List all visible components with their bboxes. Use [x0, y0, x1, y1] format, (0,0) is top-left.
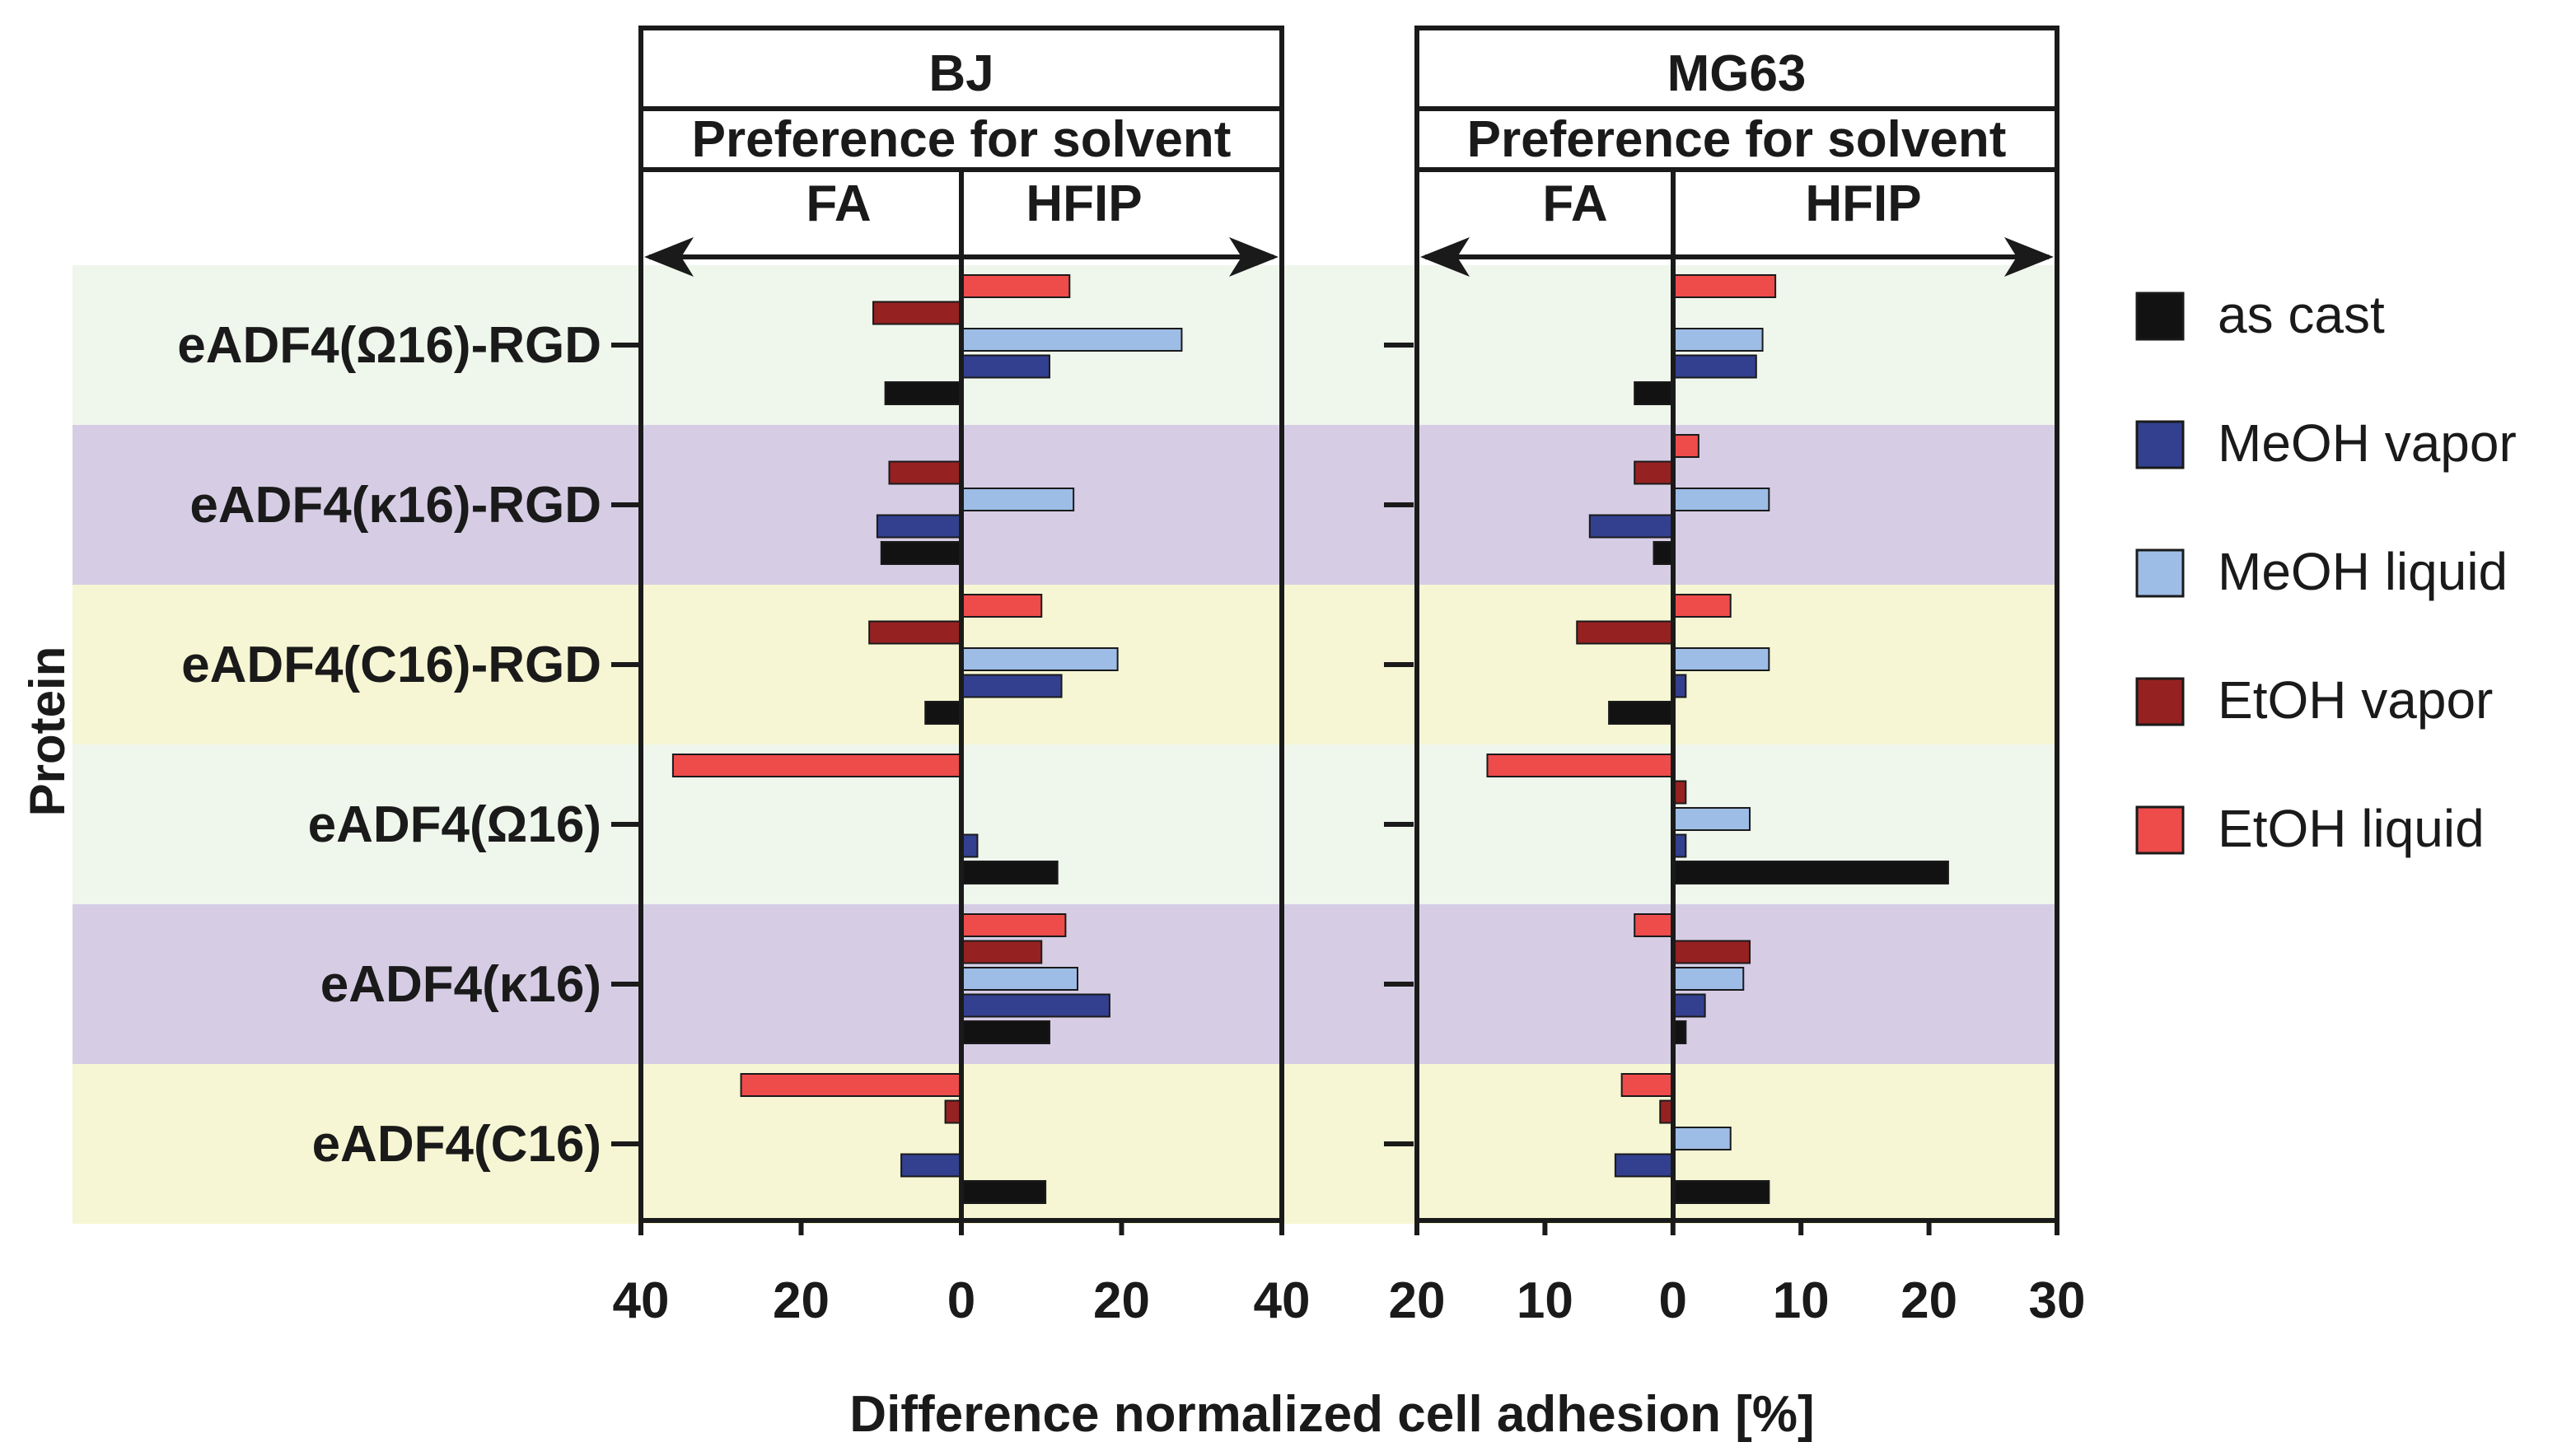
- bar-bj-eadf4-16-rgd-as-cast: [884, 381, 963, 405]
- panel-bj-title: BJ: [928, 45, 993, 102]
- bar-bj-eadf4-16-as-cast: [961, 1020, 1050, 1044]
- category-label-eadf4-c16-rgd: eADF4(C16)-RGD: [181, 637, 601, 693]
- x-tick-label-mg63-2: 0: [1659, 1272, 1687, 1329]
- panel-mg63-category-ticks: [1384, 343, 1414, 1146]
- bar-mg63-eadf4-16-rgd-meoh-liquid: [1671, 328, 1764, 352]
- x-tick-label-bj-3: 20: [1093, 1272, 1150, 1329]
- bar-bj-eadf4-16-meoh-vapor: [961, 993, 1110, 1018]
- legend-label-meoh-liquid: MeOH liquid: [2218, 542, 2508, 601]
- x-tick-label-mg63-0: 20: [1389, 1272, 1446, 1329]
- category-label-eadf4-c16: eADF4(C16): [312, 1116, 601, 1173]
- panel-bj-bars: [671, 274, 1183, 1204]
- y-axis-label: Protein: [20, 646, 75, 817]
- legend-label-meoh-vapor: MeOH vapor: [2218, 413, 2517, 473]
- bar-bj-eadf4-16-rgd-meoh-liquid: [961, 488, 1075, 511]
- bar-bj-eadf4-16-etoh-liquid: [671, 754, 963, 777]
- x-tick-label-mg63-3: 10: [1773, 1272, 1830, 1329]
- x-tick-label-bj-0: 40: [613, 1272, 670, 1329]
- bar-bj-eadf4-16-etoh-vapor: [961, 940, 1043, 964]
- panel-bj: BJ Preference for solvent FA HFIP 40 20 0 2…: [613, 26, 1311, 1329]
- bar-bj-eadf4-c16-rgd-meoh-liquid: [961, 647, 1119, 671]
- legend-swatch-meoh-vapor: [2135, 420, 2185, 469]
- bar-mg63-eadf4-16-rgd-meoh-vapor: [1588, 514, 1674, 539]
- legend-swatch-etoh-vapor: [2135, 677, 2185, 726]
- bar-mg63-eadf4-c16-etoh-liquid: [1620, 1073, 1674, 1097]
- panel-mg63: MG63 Preference for solvent FA HFIP 20 10…: [1389, 26, 2086, 1329]
- bar-mg63-eadf4-16-rgd-meoh-vapor: [1671, 354, 1757, 379]
- bar-bj-eadf4-16-etoh-liquid: [961, 913, 1067, 937]
- bar-mg63-eadf4-16-rgd-meoh-liquid: [1671, 488, 1770, 511]
- panel-mg63-label-fa: FA: [1542, 175, 1607, 232]
- bar-bj-eadf4-16-rgd-etoh-vapor: [872, 301, 963, 325]
- bar-bj-eadf4-c16-rgd-as-cast: [924, 701, 963, 725]
- legend: as cast MeOH vapor MeOH liquid EtOH vapor Et…: [2135, 285, 2517, 858]
- category-label-eadf4-16-rgd: eADF4(Ω16)-RGD: [177, 317, 601, 374]
- bar-mg63-eadf4-16-rgd-as-cast: [1634, 381, 1674, 405]
- bar-bj-eadf4-16-rgd-meoh-vapor: [876, 514, 962, 539]
- bar-mg63-eadf4-16-rgd-etoh-vapor: [1634, 460, 1674, 485]
- legend-swatch-meoh-liquid: [2135, 548, 2185, 598]
- legend-label-as-cast: as cast: [2218, 285, 2385, 344]
- bar-mg63-eadf4-16-rgd-as-cast: [1653, 541, 1674, 565]
- panel-mg63-bars: [1486, 274, 1949, 1204]
- bar-mg63-eadf4-16-etoh-liquid: [1486, 754, 1674, 777]
- row-bands: [72, 265, 2058, 1224]
- bar-mg63-eadf4-16-rgd-etoh-liquid: [1671, 434, 1699, 458]
- panel-mg63-title-box: [1414, 26, 2059, 111]
- category-labels: eADF4(Ω16)-RGD eADF4(κ16)-RGD eADF4(C16)-R…: [177, 317, 641, 1173]
- bar-mg63-eadf4-c16-rgd-etoh-vapor: [1576, 620, 1674, 645]
- bar-bj-eadf4-c16-meoh-vapor: [900, 1153, 962, 1178]
- panel-mg63-label-hfip: HFIP: [1805, 175, 1921, 232]
- x-tick-label-mg63-1: 10: [1517, 1272, 1573, 1329]
- category-label-eadf4-16-rgd: eADF4(κ16)-RGD: [189, 477, 601, 534]
- bar-bj-eadf4-16-as-cast: [961, 861, 1059, 884]
- bar-bj-eadf4-c16-etoh-liquid: [740, 1073, 962, 1097]
- bar-bj-eadf4-c16-rgd-etoh-vapor: [868, 620, 962, 645]
- legend-label-etoh-liquid: EtOH liquid: [2218, 799, 2485, 858]
- bar-mg63-eadf4-16-etoh-vapor: [1671, 940, 1751, 964]
- bar-mg63-eadf4-16-rgd-etoh-liquid: [1671, 274, 1777, 298]
- legend-label-etoh-vapor: EtOH vapor: [2218, 670, 2493, 730]
- panel-bj-x-axis: 40 20 0 20 40: [613, 1220, 1311, 1329]
- bar-mg63-eadf4-c16-meoh-vapor: [1614, 1153, 1674, 1178]
- panel-mg63-x-axis: 20 10 0 10 20 30: [1389, 1220, 2086, 1329]
- bar-mg63-eadf4-16-as-cast: [1671, 861, 1949, 884]
- bar-mg63-eadf4-16-meoh-liquid: [1671, 807, 1751, 831]
- bar-bj-eadf4-16-rgd-meoh-vapor: [961, 354, 1050, 379]
- legend-swatch-etoh-liquid: [2135, 805, 2185, 855]
- x-axis-label: Difference normalized cell adhesion [%]: [849, 1386, 1814, 1443]
- panel-bj-title-box: [638, 26, 1284, 111]
- panel-mg63-title: MG63: [1667, 45, 1807, 102]
- panel-bj-label-fa: FA: [806, 175, 871, 232]
- bar-mg63-eadf4-16-etoh-liquid: [1634, 913, 1674, 937]
- bar-bj-eadf4-16-rgd-etoh-liquid: [961, 274, 1071, 298]
- bar-mg63-eadf4-c16-as-cast: [1671, 1180, 1770, 1204]
- bar-bj-eadf4-c16-as-cast: [961, 1180, 1047, 1204]
- x-tick-label-mg63-5: 30: [2029, 1272, 2086, 1329]
- bar-bj-eadf4-c16-rgd-etoh-liquid: [961, 594, 1043, 618]
- panel-bj-subtitle: Preference for solvent: [692, 111, 1232, 168]
- panel-mg63-frame: [1414, 167, 2059, 1223]
- bar-mg63-eadf4-c16-rgd-etoh-liquid: [1671, 594, 1732, 618]
- panel-mg63-subtitle: Preference for solvent: [1467, 111, 2007, 168]
- bar-mg63-eadf4-16-meoh-liquid: [1671, 967, 1745, 991]
- x-tick-label-bj-4: 40: [1254, 1272, 1311, 1329]
- bar-bj-eadf4-16-rgd-meoh-liquid: [961, 328, 1183, 352]
- x-tick-label-mg63-4: 20: [1900, 1272, 1957, 1329]
- bar-bj-eadf4-16-rgd-etoh-vapor: [888, 460, 962, 485]
- bar-mg63-eadf4-16-meoh-vapor: [1671, 993, 1706, 1018]
- x-tick-label-bj-2: 0: [947, 1272, 975, 1329]
- category-label-eadf4-16: eADF4(κ16): [320, 956, 601, 1013]
- bar-mg63-eadf4-c16-rgd-as-cast: [1608, 701, 1674, 725]
- bar-mg63-eadf4-c16-meoh-liquid: [1671, 1127, 1732, 1150]
- category-label-eadf4-16: eADF4(Ω16): [308, 796, 601, 853]
- legend-swatch-as-cast: [2135, 292, 2185, 341]
- panel-bj-label-hfip: HFIP: [1026, 175, 1142, 232]
- bar-bj-eadf4-c16-rgd-meoh-vapor: [961, 674, 1063, 698]
- bar-bj-eadf4-16-meoh-liquid: [961, 967, 1079, 991]
- x-tick-label-bj-1: 20: [773, 1272, 830, 1329]
- bar-mg63-eadf4-c16-rgd-meoh-liquid: [1671, 647, 1770, 671]
- bar-bj-eadf4-16-rgd-as-cast: [880, 541, 962, 565]
